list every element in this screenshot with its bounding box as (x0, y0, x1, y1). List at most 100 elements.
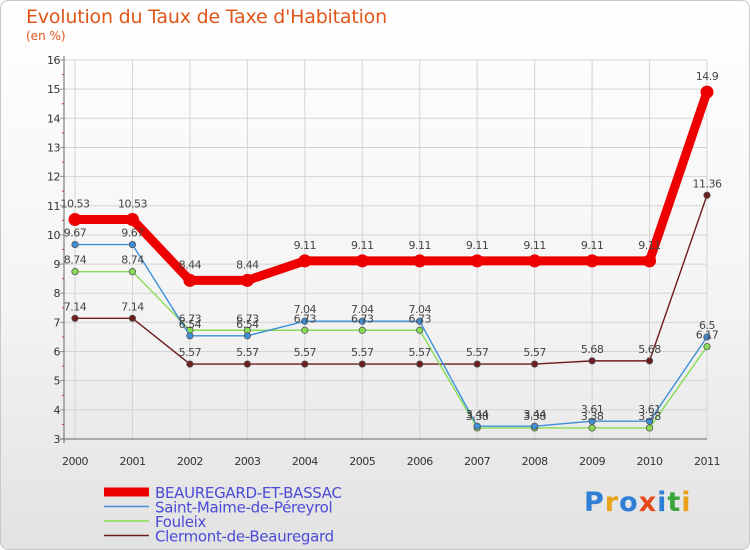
data-label: 7.04 (351, 303, 374, 316)
data-point (183, 273, 197, 287)
data-label: 6.73 (236, 312, 259, 325)
data-label: 5.57 (351, 346, 374, 359)
data-point (186, 332, 194, 340)
data-label: 9.11 (351, 239, 374, 252)
data-label: 5.68 (638, 343, 661, 356)
data-label: 9.11 (294, 239, 317, 252)
x-tick-label: 2002 (177, 455, 203, 468)
x-tick-label: 2004 (292, 455, 318, 468)
logo-letter: P (584, 487, 605, 518)
x-tick-label: 2005 (349, 455, 375, 468)
data-label: 7.04 (408, 303, 431, 316)
data-label: 6.73 (408, 312, 431, 325)
data-label: 5.57 (179, 346, 202, 359)
data-label: 11.36 (693, 177, 722, 190)
series-line (74, 194, 708, 365)
data-point (240, 273, 254, 287)
y-tick-label: 15 (47, 83, 60, 96)
x-tick-label: 2003 (234, 455, 260, 468)
data-label: 9.11 (638, 239, 661, 252)
data-label: 7.14 (121, 300, 144, 313)
legend-label: BEAUREGARD-ET-BASSAC (155, 484, 342, 502)
x-tick-label: 2011 (694, 455, 720, 468)
data-point (703, 333, 711, 341)
data-point (703, 342, 711, 351)
logo-letter: x (638, 487, 658, 518)
data-point (358, 360, 366, 368)
x-tick-label: 2009 (579, 455, 605, 468)
data-point (68, 212, 82, 226)
x-tick-label: 2008 (522, 455, 548, 468)
data-label: 3.38 (581, 410, 604, 423)
series-line (74, 270, 708, 429)
data-point (416, 360, 424, 368)
data-point (528, 254, 542, 268)
data-point (700, 85, 714, 99)
data-point (645, 417, 654, 425)
data-label: 9.67 (64, 227, 87, 240)
data-label: 5.57 (408, 346, 431, 359)
y-tick-label: 3 (54, 433, 61, 446)
data-point (588, 424, 596, 432)
data-point (186, 360, 194, 368)
data-label: 6.54 (236, 318, 259, 331)
y-tick-label: 14 (47, 112, 60, 125)
legend-label: Fouleix (155, 513, 207, 531)
data-point (71, 268, 79, 276)
y-tick-label: 7 (54, 316, 61, 329)
y-tick-label: 13 (47, 141, 60, 154)
logo-letter: r (604, 487, 620, 518)
y-tick-label: 10 (47, 229, 60, 242)
data-point (645, 357, 654, 365)
data-label: 5.57 (294, 346, 317, 359)
data-point (128, 240, 137, 249)
data-label: 9.11 (466, 239, 489, 252)
proxiti-logo: Proxiti (584, 487, 692, 518)
data-point (71, 240, 79, 249)
y-tick-label: 12 (47, 171, 60, 184)
data-point (301, 326, 309, 334)
data-label: 3.61 (638, 403, 661, 416)
data-point (531, 422, 539, 430)
data-point (703, 191, 711, 199)
chart-unit: (en %) (26, 29, 66, 43)
x-tick-label: 2007 (464, 455, 490, 468)
logo-letter: i (657, 487, 668, 518)
logo-letter: o (619, 487, 639, 518)
data-point (413, 254, 427, 268)
logo-letter: i (681, 487, 692, 518)
x-tick-label: 2010 (637, 455, 663, 468)
data-label: 14.9 (696, 70, 719, 83)
data-label: 6.54 (179, 318, 202, 331)
data-point (645, 424, 654, 432)
data-label: 8.74 (64, 254, 87, 267)
data-label: 9.67 (121, 227, 144, 240)
data-point (298, 254, 312, 268)
legend-label: Saint-Maime-de-Péreyrol (155, 499, 332, 517)
data-label: 3.38 (523, 410, 546, 423)
data-point (301, 317, 309, 325)
data-point (71, 314, 79, 322)
data-point (473, 360, 481, 368)
data-label: 7.14 (64, 300, 87, 313)
data-point (588, 417, 596, 425)
data-point (643, 254, 657, 268)
data-label: 5.57 (523, 346, 546, 359)
data-point (470, 254, 484, 268)
y-tick-label: 4 (54, 404, 61, 417)
y-tick-label: 16 (47, 54, 60, 67)
data-label: 8.44 (179, 258, 202, 271)
data-point (128, 314, 137, 322)
data-label: 5.68 (581, 343, 604, 356)
data-label: 6.5 (699, 319, 715, 332)
y-tick-label: 11 (47, 200, 60, 213)
data-point (243, 360, 251, 368)
data-point (585, 254, 599, 268)
data-label: 3.44 (523, 408, 546, 421)
series-line (74, 243, 708, 427)
data-point (125, 212, 139, 226)
data-label: 5.57 (236, 346, 259, 359)
x-tick-label: 2001 (119, 455, 145, 468)
data-point (416, 326, 424, 334)
